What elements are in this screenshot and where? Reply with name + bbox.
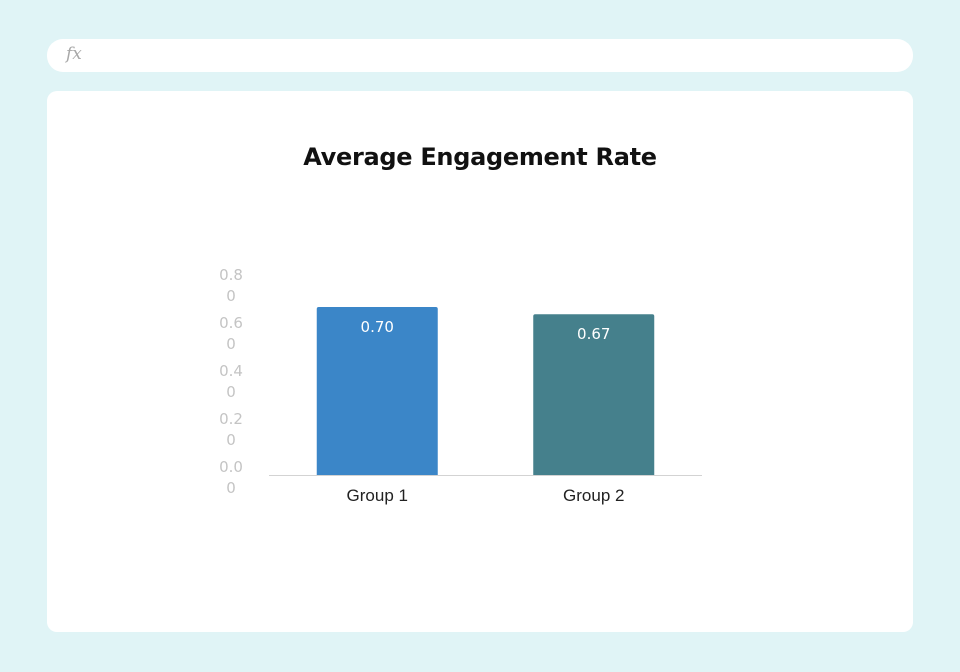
- bar-chart: 0.0 0 0.2 0 0.4 0 0.6 0 0.8 0 0.70 Group 1 0.67 Group…: [219, 266, 702, 505]
- y-tick-label: 0.6 0: [219, 314, 243, 353]
- fx-icon: fx: [66, 44, 82, 64]
- data-label: 0.67: [577, 325, 610, 343]
- y-tick-label: 0.2 0: [219, 410, 243, 449]
- y-tick-label: 0.8 0: [219, 266, 243, 305]
- chart-card[interactable]: Average Engagement Rate 0.0 0 0.2 0 0.4 0 0.6 0…: [47, 91, 913, 632]
- x-category-label: Group 2: [563, 486, 624, 505]
- x-category-label: Group 1: [347, 486, 408, 505]
- formula-bar[interactable]: fx: [47, 39, 913, 72]
- chart-title: Average Engagement Rate: [303, 143, 657, 171]
- bar-group-1[interactable]: [316, 307, 438, 475]
- data-label: 0.70: [361, 318, 394, 336]
- y-tick-label: 0.0 0: [219, 458, 243, 497]
- y-tick-label: 0.4 0: [219, 362, 243, 401]
- bar-group-2[interactable]: [533, 314, 655, 475]
